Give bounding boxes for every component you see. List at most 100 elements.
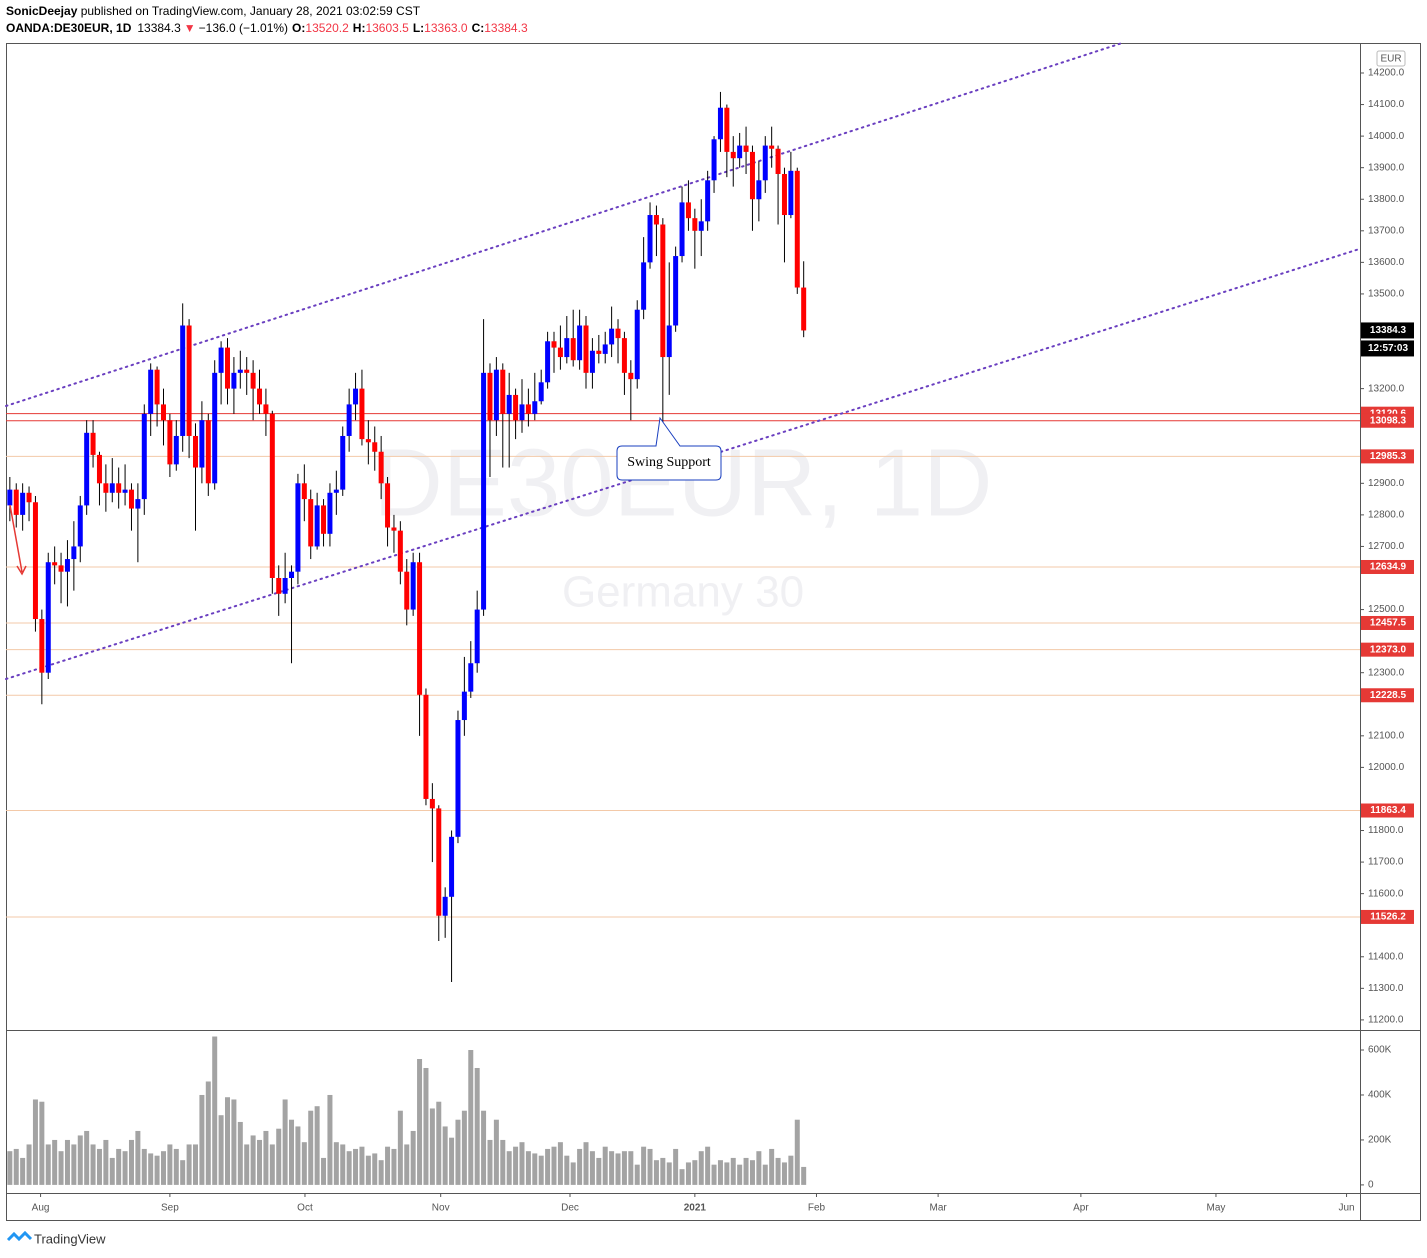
- y-tick-label: 13500.0: [1368, 289, 1405, 300]
- volume-bar: [346, 1151, 352, 1185]
- volume-bar: [762, 1164, 768, 1185]
- x-tick-label: May: [1207, 1203, 1226, 1214]
- level-tag: [1361, 559, 1414, 574]
- volume-bar: [167, 1144, 173, 1185]
- level-label: 11863.4: [1370, 805, 1406, 816]
- volume-bar: [775, 1157, 781, 1185]
- candle-body: [116, 483, 122, 493]
- candle-body: [180, 325, 186, 436]
- volume-bar: [493, 1119, 499, 1185]
- volume-bar: [455, 1119, 461, 1185]
- candle-body: [84, 432, 90, 506]
- volume-tick-label: 0: [1368, 1180, 1374, 1191]
- candle-body: [167, 420, 173, 465]
- candle-body: [128, 489, 134, 509]
- candle-body: [577, 325, 583, 361]
- volume-bar: [340, 1144, 346, 1185]
- x-tick-label: Jun: [1338, 1203, 1354, 1214]
- change: −136.0 (−1.01%): [199, 21, 288, 35]
- y-tick-label: 11800.0: [1368, 825, 1404, 836]
- volume-bar: [641, 1146, 647, 1185]
- volume-bar: [628, 1151, 634, 1185]
- volume-bar: [212, 1036, 218, 1185]
- candle-body: [666, 325, 672, 358]
- candle-body: [231, 372, 237, 389]
- volume-bar: [557, 1142, 563, 1185]
- candle-body: [391, 527, 397, 531]
- volume-bar: [173, 1148, 179, 1185]
- ohlc-value: 13520.2: [305, 21, 349, 35]
- volume-bar: [794, 1119, 800, 1185]
- volume-bar: [308, 1110, 314, 1185]
- candle-body: [781, 173, 787, 216]
- y-tick-label: 13800.0: [1368, 194, 1405, 205]
- candle-body: [493, 369, 499, 421]
- arrow: [9, 504, 27, 576]
- level-label: 12457.5: [1370, 618, 1407, 629]
- y-tick-label: 12900.0: [1368, 478, 1405, 489]
- volume-bar: [685, 1162, 691, 1185]
- volume-bar: [295, 1126, 301, 1185]
- candle-body: [192, 435, 198, 468]
- logo: TradingView: [6, 1230, 106, 1246]
- candle-body: [564, 338, 570, 358]
- candle-body: [378, 451, 384, 484]
- candle-body: [570, 338, 576, 361]
- volume-bar: [71, 1144, 77, 1185]
- candle-body: [621, 338, 627, 373]
- volume-bar: [192, 1144, 198, 1185]
- volume-bar: [487, 1139, 493, 1185]
- volume-bar: [263, 1130, 269, 1185]
- x-tick-label: Dec: [561, 1203, 579, 1214]
- last: 13384.3: [137, 21, 181, 35]
- candle-body: [749, 151, 755, 200]
- volume-bar: [103, 1139, 109, 1185]
- candle-body: [359, 388, 365, 440]
- level-label: 12228.5: [1370, 690, 1407, 701]
- candle-body: [58, 565, 64, 572]
- candle-body: [730, 151, 736, 159]
- candle-body: [513, 394, 519, 421]
- candle-body: [532, 401, 538, 414]
- volume-bar: [461, 1110, 467, 1185]
- candle-body: [717, 107, 723, 140]
- candle-body: [263, 404, 269, 414]
- volume-bar: [513, 1146, 519, 1185]
- volume-bar: [282, 1099, 288, 1185]
- volume-bar: [148, 1153, 154, 1185]
- candle-body: [404, 571, 410, 610]
- candle-body: [557, 347, 563, 358]
- currency-box: [1376, 50, 1406, 67]
- volume-bar: [647, 1148, 653, 1185]
- volume-bar: [724, 1162, 730, 1185]
- level-label: 12373.0: [1370, 644, 1407, 655]
- candle-body: [705, 180, 711, 222]
- volume-bar: [205, 1081, 211, 1185]
- volume-bar: [321, 1157, 327, 1185]
- volume-bar: [58, 1151, 64, 1185]
- candle-body: [724, 107, 730, 152]
- volume-bar: [545, 1148, 551, 1185]
- level-label: 12985.3: [1370, 451, 1407, 462]
- candle-body: [340, 435, 346, 490]
- candle-body: [647, 215, 653, 263]
- volume-bar: [756, 1151, 762, 1185]
- volume-bar: [397, 1110, 403, 1185]
- volume-bar: [769, 1148, 775, 1185]
- candle-body: [314, 505, 320, 547]
- volume-bar: [84, 1130, 90, 1185]
- candle-body: [372, 442, 378, 452]
- callout: [616, 416, 722, 481]
- candle-body: [20, 492, 26, 515]
- volume-bar: [141, 1148, 147, 1185]
- volume-bar: [385, 1146, 391, 1185]
- candle-body: [244, 369, 250, 373]
- candle-body: [487, 372, 493, 421]
- y-tick-label: 11700.0: [1368, 857, 1404, 868]
- volume-bar: [276, 1128, 282, 1185]
- y-tick-label: 13700.0: [1368, 225, 1405, 236]
- volume-bar: [391, 1148, 397, 1185]
- volume-bar: [116, 1148, 122, 1185]
- volume-bar: [589, 1151, 595, 1185]
